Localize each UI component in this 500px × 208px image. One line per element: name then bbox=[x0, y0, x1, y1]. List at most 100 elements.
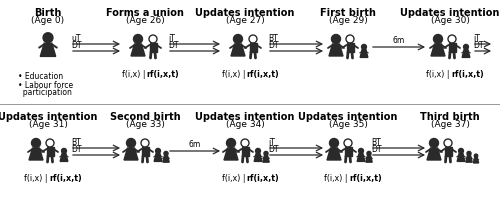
Polygon shape bbox=[444, 147, 452, 156]
Circle shape bbox=[467, 151, 471, 156]
Circle shape bbox=[434, 35, 442, 43]
Text: rf(i,x,t): rf(i,x,t) bbox=[246, 70, 279, 79]
Polygon shape bbox=[46, 147, 54, 156]
Text: DT: DT bbox=[268, 145, 278, 154]
Text: f(i,x) |: f(i,x) | bbox=[426, 70, 450, 79]
Text: Forms a union: Forms a union bbox=[106, 8, 184, 18]
Text: 6m: 6m bbox=[393, 36, 405, 45]
Text: f(i,x) |: f(i,x) | bbox=[324, 174, 348, 183]
Text: BT: BT bbox=[268, 34, 278, 43]
Circle shape bbox=[141, 139, 149, 147]
Polygon shape bbox=[163, 156, 169, 162]
Circle shape bbox=[156, 149, 160, 153]
Text: (Age 27): (Age 27) bbox=[226, 16, 264, 25]
Text: participation: participation bbox=[18, 88, 72, 97]
Text: uT: uT bbox=[71, 34, 81, 43]
Polygon shape bbox=[474, 158, 478, 163]
Circle shape bbox=[46, 139, 54, 147]
Text: (Age 33): (Age 33) bbox=[126, 120, 164, 129]
Circle shape bbox=[256, 149, 260, 153]
Circle shape bbox=[346, 35, 354, 43]
Polygon shape bbox=[431, 44, 445, 56]
Text: iT: iT bbox=[268, 138, 275, 147]
Text: (Age 31): (Age 31) bbox=[28, 120, 68, 129]
Text: BT: BT bbox=[71, 138, 81, 147]
Text: f(i,x) |: f(i,x) | bbox=[222, 174, 245, 183]
Polygon shape bbox=[231, 44, 245, 56]
Circle shape bbox=[332, 35, 340, 43]
Polygon shape bbox=[346, 43, 354, 52]
Polygon shape bbox=[142, 147, 148, 156]
Text: DT: DT bbox=[268, 41, 278, 50]
Text: rf(i,x,t): rf(i,x,t) bbox=[349, 174, 382, 183]
Polygon shape bbox=[327, 148, 341, 160]
Text: Updates intention: Updates intention bbox=[196, 8, 294, 18]
Circle shape bbox=[430, 139, 438, 147]
Circle shape bbox=[358, 149, 364, 153]
Circle shape bbox=[444, 139, 452, 147]
Polygon shape bbox=[131, 44, 145, 56]
Text: DT: DT bbox=[71, 145, 82, 154]
Polygon shape bbox=[462, 50, 470, 57]
Circle shape bbox=[149, 35, 157, 43]
Text: f(i,x) |: f(i,x) | bbox=[122, 70, 145, 79]
Text: (Age 37): (Age 37) bbox=[430, 120, 470, 129]
Text: DT: DT bbox=[371, 145, 382, 154]
Text: Second birth: Second birth bbox=[110, 112, 180, 122]
Circle shape bbox=[43, 33, 53, 43]
Text: rf(i,x,t): rf(i,x,t) bbox=[146, 70, 179, 79]
Text: DT: DT bbox=[473, 41, 484, 50]
Circle shape bbox=[62, 149, 66, 153]
Text: Updates intention: Updates intention bbox=[400, 8, 500, 18]
Circle shape bbox=[164, 151, 168, 156]
Text: Third birth: Third birth bbox=[420, 112, 480, 122]
Text: 6m: 6m bbox=[189, 140, 201, 149]
Text: Updates intention: Updates intention bbox=[298, 112, 398, 122]
Polygon shape bbox=[150, 43, 156, 52]
Text: First birth: First birth bbox=[320, 8, 376, 18]
Text: (Age 34): (Age 34) bbox=[226, 120, 264, 129]
Text: iT: iT bbox=[473, 34, 480, 43]
Text: BT: BT bbox=[371, 138, 381, 147]
Text: DT: DT bbox=[168, 41, 178, 50]
Text: rf(i,x,t): rf(i,x,t) bbox=[246, 174, 279, 183]
Circle shape bbox=[464, 45, 468, 49]
Circle shape bbox=[458, 149, 464, 153]
Circle shape bbox=[448, 35, 456, 43]
Text: (Age 29): (Age 29) bbox=[328, 16, 368, 25]
Circle shape bbox=[226, 139, 235, 147]
Circle shape bbox=[344, 139, 352, 147]
Polygon shape bbox=[124, 148, 138, 160]
Polygon shape bbox=[448, 43, 456, 52]
Circle shape bbox=[241, 139, 249, 147]
Polygon shape bbox=[457, 154, 465, 161]
Circle shape bbox=[330, 139, 338, 147]
Circle shape bbox=[32, 139, 40, 147]
Text: (Age 0): (Age 0) bbox=[32, 16, 64, 25]
Polygon shape bbox=[250, 43, 256, 52]
Text: • Labour force: • Labour force bbox=[18, 81, 73, 90]
Polygon shape bbox=[254, 154, 262, 161]
Polygon shape bbox=[263, 156, 269, 162]
Circle shape bbox=[474, 154, 478, 157]
Polygon shape bbox=[466, 156, 472, 162]
Circle shape bbox=[249, 35, 257, 43]
Circle shape bbox=[367, 151, 371, 156]
Text: iT: iT bbox=[168, 34, 175, 43]
Text: f(i,x) |: f(i,x) | bbox=[24, 174, 48, 183]
Polygon shape bbox=[360, 50, 368, 57]
Text: • Education: • Education bbox=[18, 72, 63, 81]
Polygon shape bbox=[427, 148, 441, 160]
Circle shape bbox=[134, 35, 142, 43]
Text: f(i,x) |: f(i,x) | bbox=[222, 70, 245, 79]
Polygon shape bbox=[224, 148, 238, 160]
Polygon shape bbox=[329, 44, 343, 56]
Polygon shape bbox=[366, 156, 372, 162]
Circle shape bbox=[362, 45, 366, 49]
Text: Birth: Birth bbox=[34, 8, 62, 18]
Text: (Age 26): (Age 26) bbox=[126, 16, 164, 25]
Text: (Age 30): (Age 30) bbox=[430, 16, 470, 25]
Polygon shape bbox=[242, 147, 248, 156]
Text: rf(i,x,t): rf(i,x,t) bbox=[49, 174, 82, 183]
Polygon shape bbox=[357, 154, 365, 161]
